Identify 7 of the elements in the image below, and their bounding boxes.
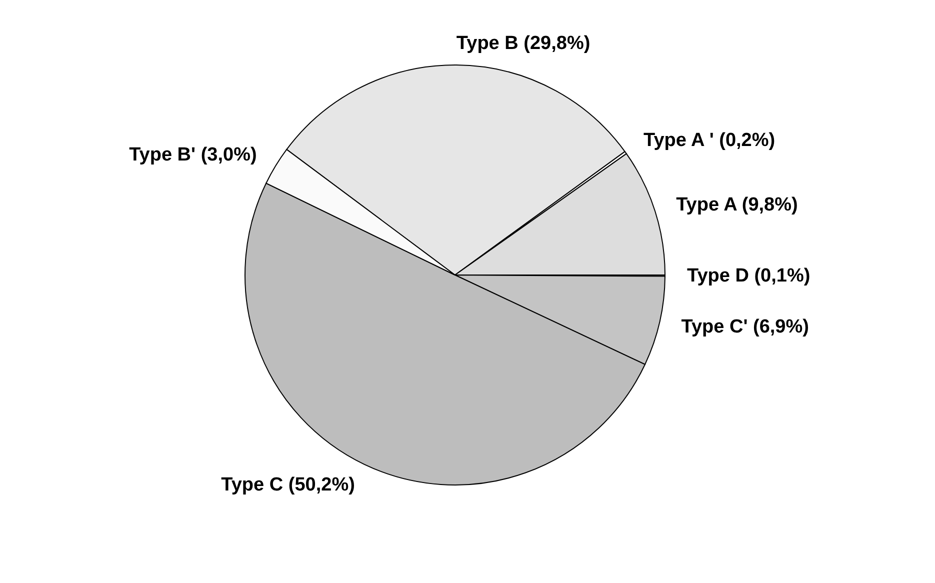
slice-label: Type B' (3,0%): [129, 144, 257, 166]
slice-label: Type C' (6,9%): [681, 316, 809, 338]
slice-label: Type D (0,1%): [687, 266, 810, 287]
slice-label: Type C (50,2%): [221, 474, 355, 496]
slice-label: Type A (9,8%): [676, 194, 798, 216]
slice-label: Type A ' (0,2%): [644, 130, 776, 151]
slice-label: Type B (29,8%): [456, 33, 590, 54]
